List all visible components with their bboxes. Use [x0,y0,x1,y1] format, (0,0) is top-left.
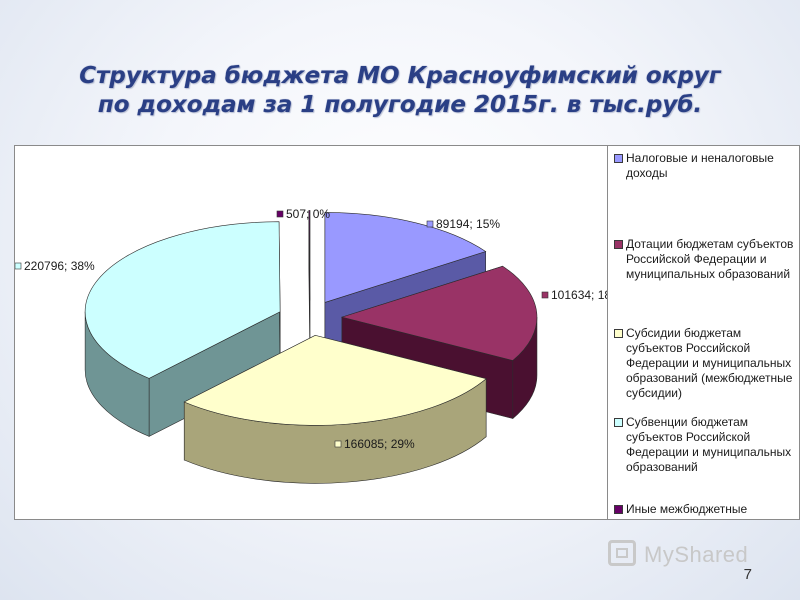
legend-text-1: Дотации бюджетам субъектов Российской Фе… [626,237,794,281]
pie-slice-2-top [183,335,487,426]
data-label-text-0: 89194; 15% [436,217,500,231]
legend-item-3: Субвенции бюджетам субъектов Российской … [614,415,798,475]
data-label-3: 220796; 38% [15,259,95,273]
data-label-1: 101634; 18% [541,288,608,302]
legend-item-1: Дотации бюджетам субъектов Российской Фе… [614,237,798,282]
legend-item-0: Налоговые и неналоговые доходы [614,151,798,181]
data-label-text-2: 166085; 29% [344,437,415,451]
data-label-swatch-4 [276,210,284,218]
watermark-text: MyShared [644,542,749,567]
data-label-swatch-1 [541,291,549,299]
legend-swatch-0 [614,154,623,163]
data-label-swatch-2 [334,440,342,448]
pie-slice-4-top [308,210,311,301]
legend-swatch-4 [614,505,623,514]
data-label-swatch-0 [426,220,434,228]
pie-sides [84,210,538,484]
pie-slice-1-top [340,265,538,361]
data-label-text-1: 101634; 18% [551,288,608,302]
data-label-2: 166085; 29% [334,437,415,451]
chart-title-line2: по доходам за 1 полугодие 2015г. в тыс.р… [97,92,703,118]
chart-title-line1: Структура бюджета МО Красноуфимский окру… [79,63,721,89]
chart-legend: Налоговые и неналоговые доходы Дотации бю… [607,145,800,520]
legend-text-3: Субвенции бюджетам субъектов Российской … [626,415,792,474]
watermark: MyShared [608,538,768,572]
legend-swatch-3 [614,418,623,427]
chart-title: Структура бюджета МО Красноуфимский окру… [0,62,800,120]
pie-slice-3 [84,221,281,437]
data-label-swatch-3 [15,262,22,270]
data-label-4: 507; 0% [276,207,330,221]
data-label-text-4: 507; 0% [286,207,330,221]
presentation-icon [608,540,636,566]
legend-text-4: Иные межбюджетные [626,502,748,516]
legend-swatch-1 [614,240,623,249]
data-label-text-3: 220796; 38% [24,259,95,273]
pie-slice-4 [308,210,311,359]
legend-item-2: Субсидии бюджетам субъектов Российской Ф… [614,326,798,401]
pie-labels: 89194; 15% 101634; 18% 166085; 29% 220796; … [15,207,608,451]
page-number: 7 [743,566,752,583]
pie-chart: 89194; 15% 101634; 18% 166085; 29% 220796; … [15,207,608,484]
legend-text-2: Субсидии бюджетам субъектов Российской Ф… [626,326,793,400]
legend-swatch-2 [614,329,623,338]
pie-slice-0-top [324,212,487,303]
legend-text-0: Налоговые и неналоговые доходы [626,151,774,180]
chart-area: 89194; 15% 101634; 18% 166085; 29% 220796; … [14,145,800,520]
legend-item-4: Иные межбюджетные [614,502,798,517]
pie-slice-3-top [84,221,281,379]
data-label-0: 89194; 15% [426,217,500,231]
pie-slice-2 [183,334,487,484]
